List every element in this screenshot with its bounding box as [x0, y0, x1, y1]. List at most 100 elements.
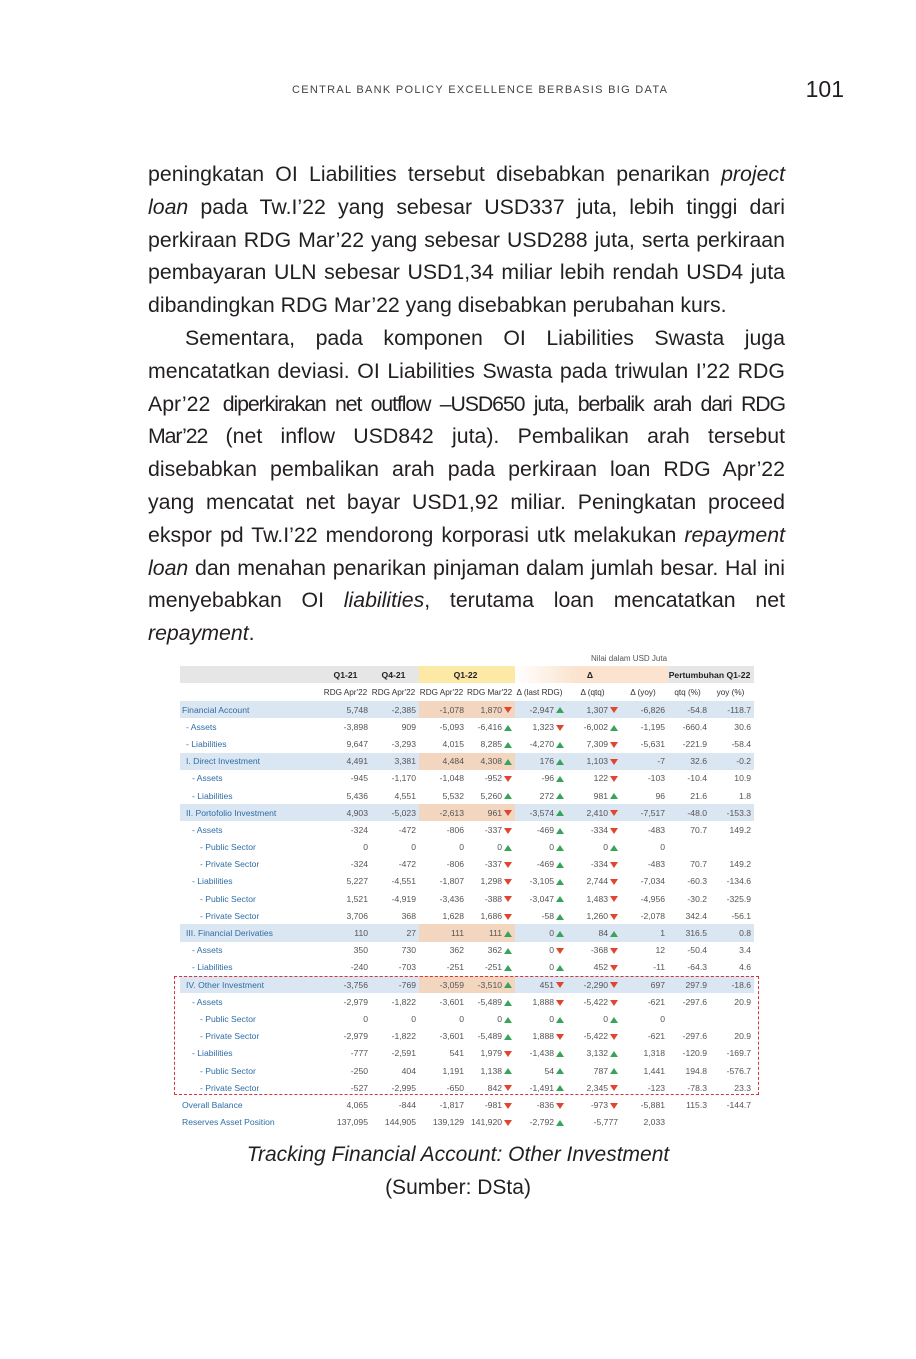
- table-cell: -325.9: [710, 890, 754, 907]
- cell-value: 0: [363, 1013, 368, 1024]
- table-cell: 909: [371, 718, 419, 735]
- table-cell: 149.2: [710, 856, 754, 873]
- cell-value: 21.6: [690, 790, 708, 801]
- table-cell: -10.4: [668, 770, 710, 787]
- arrow-up-icon: [556, 741, 565, 748]
- cell-value: 1,103: [586, 756, 609, 767]
- cell-value: 842: [487, 1082, 503, 1093]
- cell-value: -221.9: [682, 738, 708, 749]
- table-cell: -337: [467, 821, 515, 838]
- cell-value: -1,438: [529, 1048, 555, 1059]
- table-cell: -777: [323, 1045, 371, 1062]
- cell-value: -3,601: [439, 1031, 464, 1042]
- table-cell: -250: [323, 1062, 371, 1079]
- cell-value: -5,422: [583, 1031, 609, 1042]
- column-header: Δ (last RDG): [516, 687, 563, 697]
- arrow-down-icon: [504, 810, 513, 817]
- cell-value: -2,078: [640, 910, 666, 921]
- table-cell: -3,510: [467, 976, 516, 994]
- row-label: - Public Sector: [200, 1065, 256, 1076]
- table-cell: -469: [515, 821, 567, 838]
- cell-value: -96: [541, 773, 555, 784]
- cell-value: 176: [539, 756, 555, 767]
- table-cell: -7,034: [621, 873, 668, 890]
- table-cell: -297.6: [668, 1028, 710, 1045]
- table-cell: -5,777: [567, 1114, 621, 1131]
- cell-value: 137,095: [336, 1117, 368, 1128]
- page-number: 101: [805, 76, 844, 102]
- cell-value: 5,748: [346, 704, 368, 715]
- table-cell: 730: [371, 942, 419, 959]
- table-cell: -123: [621, 1079, 668, 1096]
- table-row: Overall Balance 4,065 -844 -1,817 -981 -836 -9…: [180, 1096, 754, 1113]
- cell-value: 1,521: [346, 893, 368, 904]
- table-cell: -2,947: [515, 701, 568, 719]
- cell-value: -650: [446, 1082, 464, 1093]
- table-cell: 0: [467, 1010, 515, 1027]
- cell-value: -621: [647, 1031, 666, 1042]
- arrow-down-icon: [610, 707, 619, 714]
- cell-value: 787: [593, 1065, 609, 1076]
- cell-value: -251: [446, 962, 464, 973]
- cell-value: -2,995: [391, 1082, 416, 1093]
- arrow-up-icon: [504, 844, 513, 851]
- cell-value: 0: [660, 1013, 666, 1024]
- table-cell: -120.9: [668, 1045, 710, 1062]
- cell-value: -7,517: [640, 807, 666, 818]
- table-cell: 5,748: [323, 701, 371, 719]
- arrow-up-icon: [556, 758, 565, 765]
- cell-value: -54.8: [687, 704, 708, 715]
- text-run: dan menahan penarikan pinjaman dalam jum…: [148, 555, 785, 613]
- table-cell: 4.6: [710, 959, 754, 976]
- table-cell: -703: [371, 959, 419, 976]
- arrow-down-icon: [504, 1085, 513, 1092]
- table-row: - Assets -945 -1,170 -1,048 -952 -96 122 -103 -1…: [180, 770, 754, 787]
- cell-value: 0: [497, 1013, 503, 1024]
- cell-value: 115.3: [686, 1099, 708, 1110]
- table-cell: 1,307: [567, 701, 622, 719]
- table-cell: -1,822: [371, 993, 419, 1010]
- table-cell: -7,517: [621, 804, 669, 822]
- arrow-down-icon: [610, 776, 619, 783]
- cell-value: 5,260: [480, 790, 503, 801]
- cell-value: 32.6: [690, 756, 708, 767]
- table-cell: 0: [621, 1010, 668, 1027]
- cell-value: -3,436: [439, 893, 464, 904]
- table-cell: 176: [515, 752, 568, 770]
- row-label: II. Portofolio Investment: [180, 804, 323, 822]
- table-cell: 141,920: [467, 1114, 515, 1131]
- cell-value: -1,807: [439, 876, 464, 887]
- cell-value: 20.9: [734, 1031, 752, 1042]
- table-cell: -1,817: [419, 1096, 467, 1113]
- table-cell: -3,047: [515, 890, 567, 907]
- table-cell: 2,345: [567, 1079, 621, 1096]
- table-cell: -1,195: [621, 718, 668, 735]
- table-cell: -3,898: [323, 718, 371, 735]
- table-row: IV. Other Investment -3,756 -769 -3,059 -3,5…: [180, 976, 755, 994]
- cell-value: -118.7: [727, 704, 752, 715]
- table-row: II. Portofolio Investment 4,903 -5,023 -2,6…: [180, 804, 755, 822]
- cell-value: -5,777: [593, 1117, 619, 1128]
- table-cell: -5,422: [567, 1028, 621, 1045]
- table-cell: -3,436: [419, 890, 467, 907]
- cell-value: -1,822: [391, 1031, 416, 1042]
- table-cell: 149.2: [710, 821, 754, 838]
- arrow-up-icon: [610, 1051, 619, 1058]
- cell-value: 54: [544, 1065, 555, 1076]
- table-cell: 10.9: [710, 770, 754, 787]
- row-label: Reserves Asset Position: [182, 1117, 275, 1128]
- arrow-up-icon: [504, 1033, 513, 1040]
- table-cell: 1,318: [621, 1045, 668, 1062]
- row-label: - Liabilities: [192, 1048, 233, 1059]
- table-row: - Private Sector -324 -472 -806 -337 -469 -334…: [180, 856, 754, 873]
- table-cell: 20.9: [710, 993, 754, 1010]
- table-cell: -153.3: [710, 804, 755, 822]
- table-cell: -251: [419, 959, 467, 976]
- cell-value: -3,059: [439, 979, 464, 990]
- table-cell: 1,298: [467, 873, 515, 890]
- arrow-down-icon: [556, 724, 565, 731]
- cell-value: -2,979: [343, 1031, 368, 1042]
- table-cell: -472: [371, 856, 419, 873]
- cell-value: 1,260: [586, 910, 609, 921]
- table-cell: -1,822: [371, 1028, 419, 1045]
